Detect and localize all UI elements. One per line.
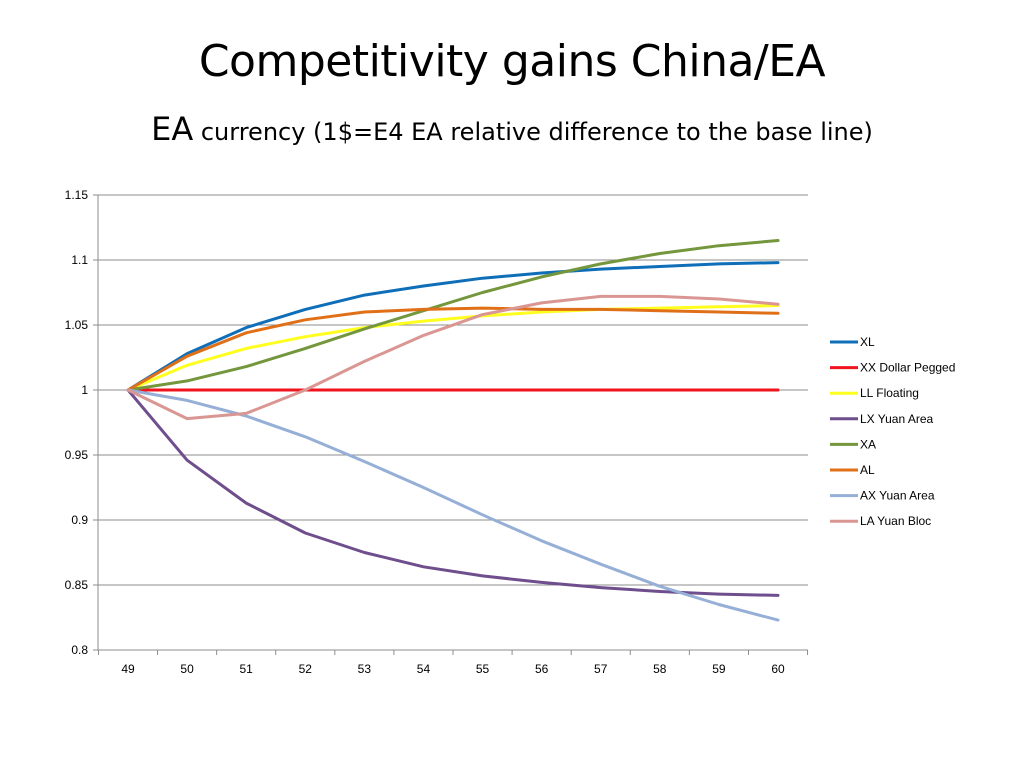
x-tick-label: 56 [535,662,549,676]
x-tick-label: 58 [653,662,667,676]
legend-label-la-yuan-bloc: LA Yuan Bloc [860,514,931,528]
series-line-la-yuan-bloc [126,294,780,421]
x-tick-label: 55 [476,662,490,676]
series-line-xl [126,261,780,392]
x-tick-label: 60 [771,662,785,676]
series-line-ax-yuan-area [126,388,780,622]
y-tick-label: 1 [81,383,88,397]
x-tick-label: 50 [180,662,194,676]
series-line-al [126,306,780,392]
x-tick-label: 51 [240,662,254,676]
y-tick-label: 0.9 [71,513,88,527]
legend-label-xx-dollar-pegged: XX Dollar Pegged [860,361,955,375]
x-tick-label: 49 [121,662,135,676]
legend-label-ax-yuan-area: AX Yuan Area [860,489,935,503]
subtitle-prefix: EA [151,110,194,148]
legend: XL XX Dollar Pegged LL Floating LX Yuan Are… [830,335,955,528]
axes: 0.8 0.85 0.9 0.95 1 1.05 1.1 1.15 49 50 51 52 53 54 55… [65,188,809,676]
y-tick-label: 1.05 [65,318,89,332]
x-tick-label: 59 [712,662,726,676]
chart-subtitle: EA currency (1$=E4 EA relative differenc… [0,110,1024,148]
y-tick-label: 1.15 [65,188,89,202]
x-tick-label: 52 [299,662,313,676]
chart-title: Competitivity gains China/EA [198,36,826,87]
x-tick-label: 57 [594,662,608,676]
legend-label-lx-yuan-area: LX Yuan Area [860,412,934,426]
legend-label-xa: XA [860,437,876,451]
series-lines [126,239,780,622]
y-tick-label: 0.8 [71,643,88,657]
series-line-lx-yuan-area [126,388,780,597]
y-tick-label: 0.95 [65,448,89,462]
series-line-ll-floating [126,304,780,392]
x-tick-label: 53 [358,662,372,676]
y-tick-label: 1.1 [71,253,88,267]
legend-label-xl: XL [860,335,875,349]
y-tick-label: 0.85 [65,578,89,592]
x-tick-label: 54 [417,662,431,676]
subtitle-text: currency (1$=E4 EA relative difference t… [193,118,873,146]
legend-label-al: AL [860,463,875,477]
legend-label-ll-floating: LL Floating [860,386,919,400]
series-line-xa [126,239,780,392]
